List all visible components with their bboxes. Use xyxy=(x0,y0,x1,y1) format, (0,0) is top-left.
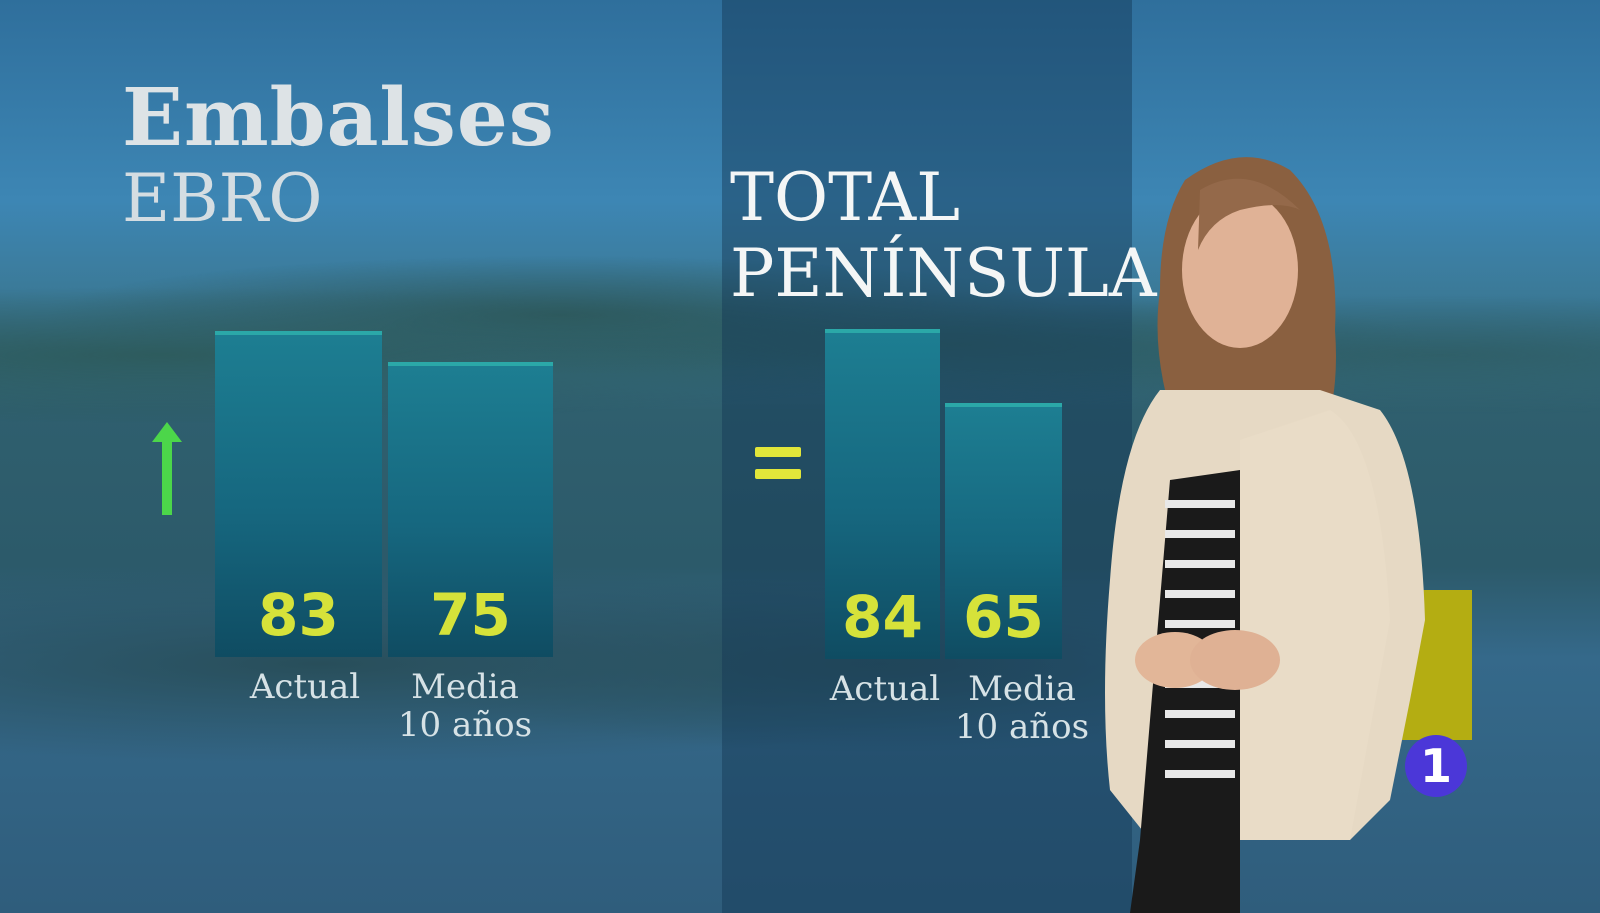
bar-ebro-1 xyxy=(388,362,553,657)
value-label: 65 xyxy=(963,583,1044,651)
total-label-media: Media 10 años xyxy=(922,670,1122,746)
presenter xyxy=(1105,157,1425,913)
media-line2: 10 años xyxy=(954,707,1090,747)
bar-ebro-0 xyxy=(215,330,382,657)
ebro-label-media: Media 10 años xyxy=(365,668,565,744)
media-line2: 10 años xyxy=(397,705,533,745)
equal-icon xyxy=(755,447,801,491)
bar-total-1 xyxy=(945,402,1062,659)
value-label: 83 xyxy=(258,581,339,649)
value-label: 84 xyxy=(842,583,923,651)
total-line2: PENÍNSULA xyxy=(730,235,1157,312)
media-line1: Media xyxy=(411,667,519,707)
chart-title: Embalses xyxy=(122,70,555,164)
tve-1-logo: 1 xyxy=(1405,735,1467,797)
ebro-label-actual: Actual xyxy=(249,667,361,707)
bar-total-0 xyxy=(825,329,940,659)
up-arrow-icon xyxy=(152,422,182,515)
media-line1: Media xyxy=(968,669,1076,709)
total-title: TOTAL PENÍNSULA xyxy=(730,160,1157,312)
ebro-subtitle: EBRO xyxy=(122,160,323,237)
total-line1: TOTAL xyxy=(730,159,961,236)
total-label-actual: Actual xyxy=(829,669,941,709)
value-label: 75 xyxy=(430,581,511,649)
